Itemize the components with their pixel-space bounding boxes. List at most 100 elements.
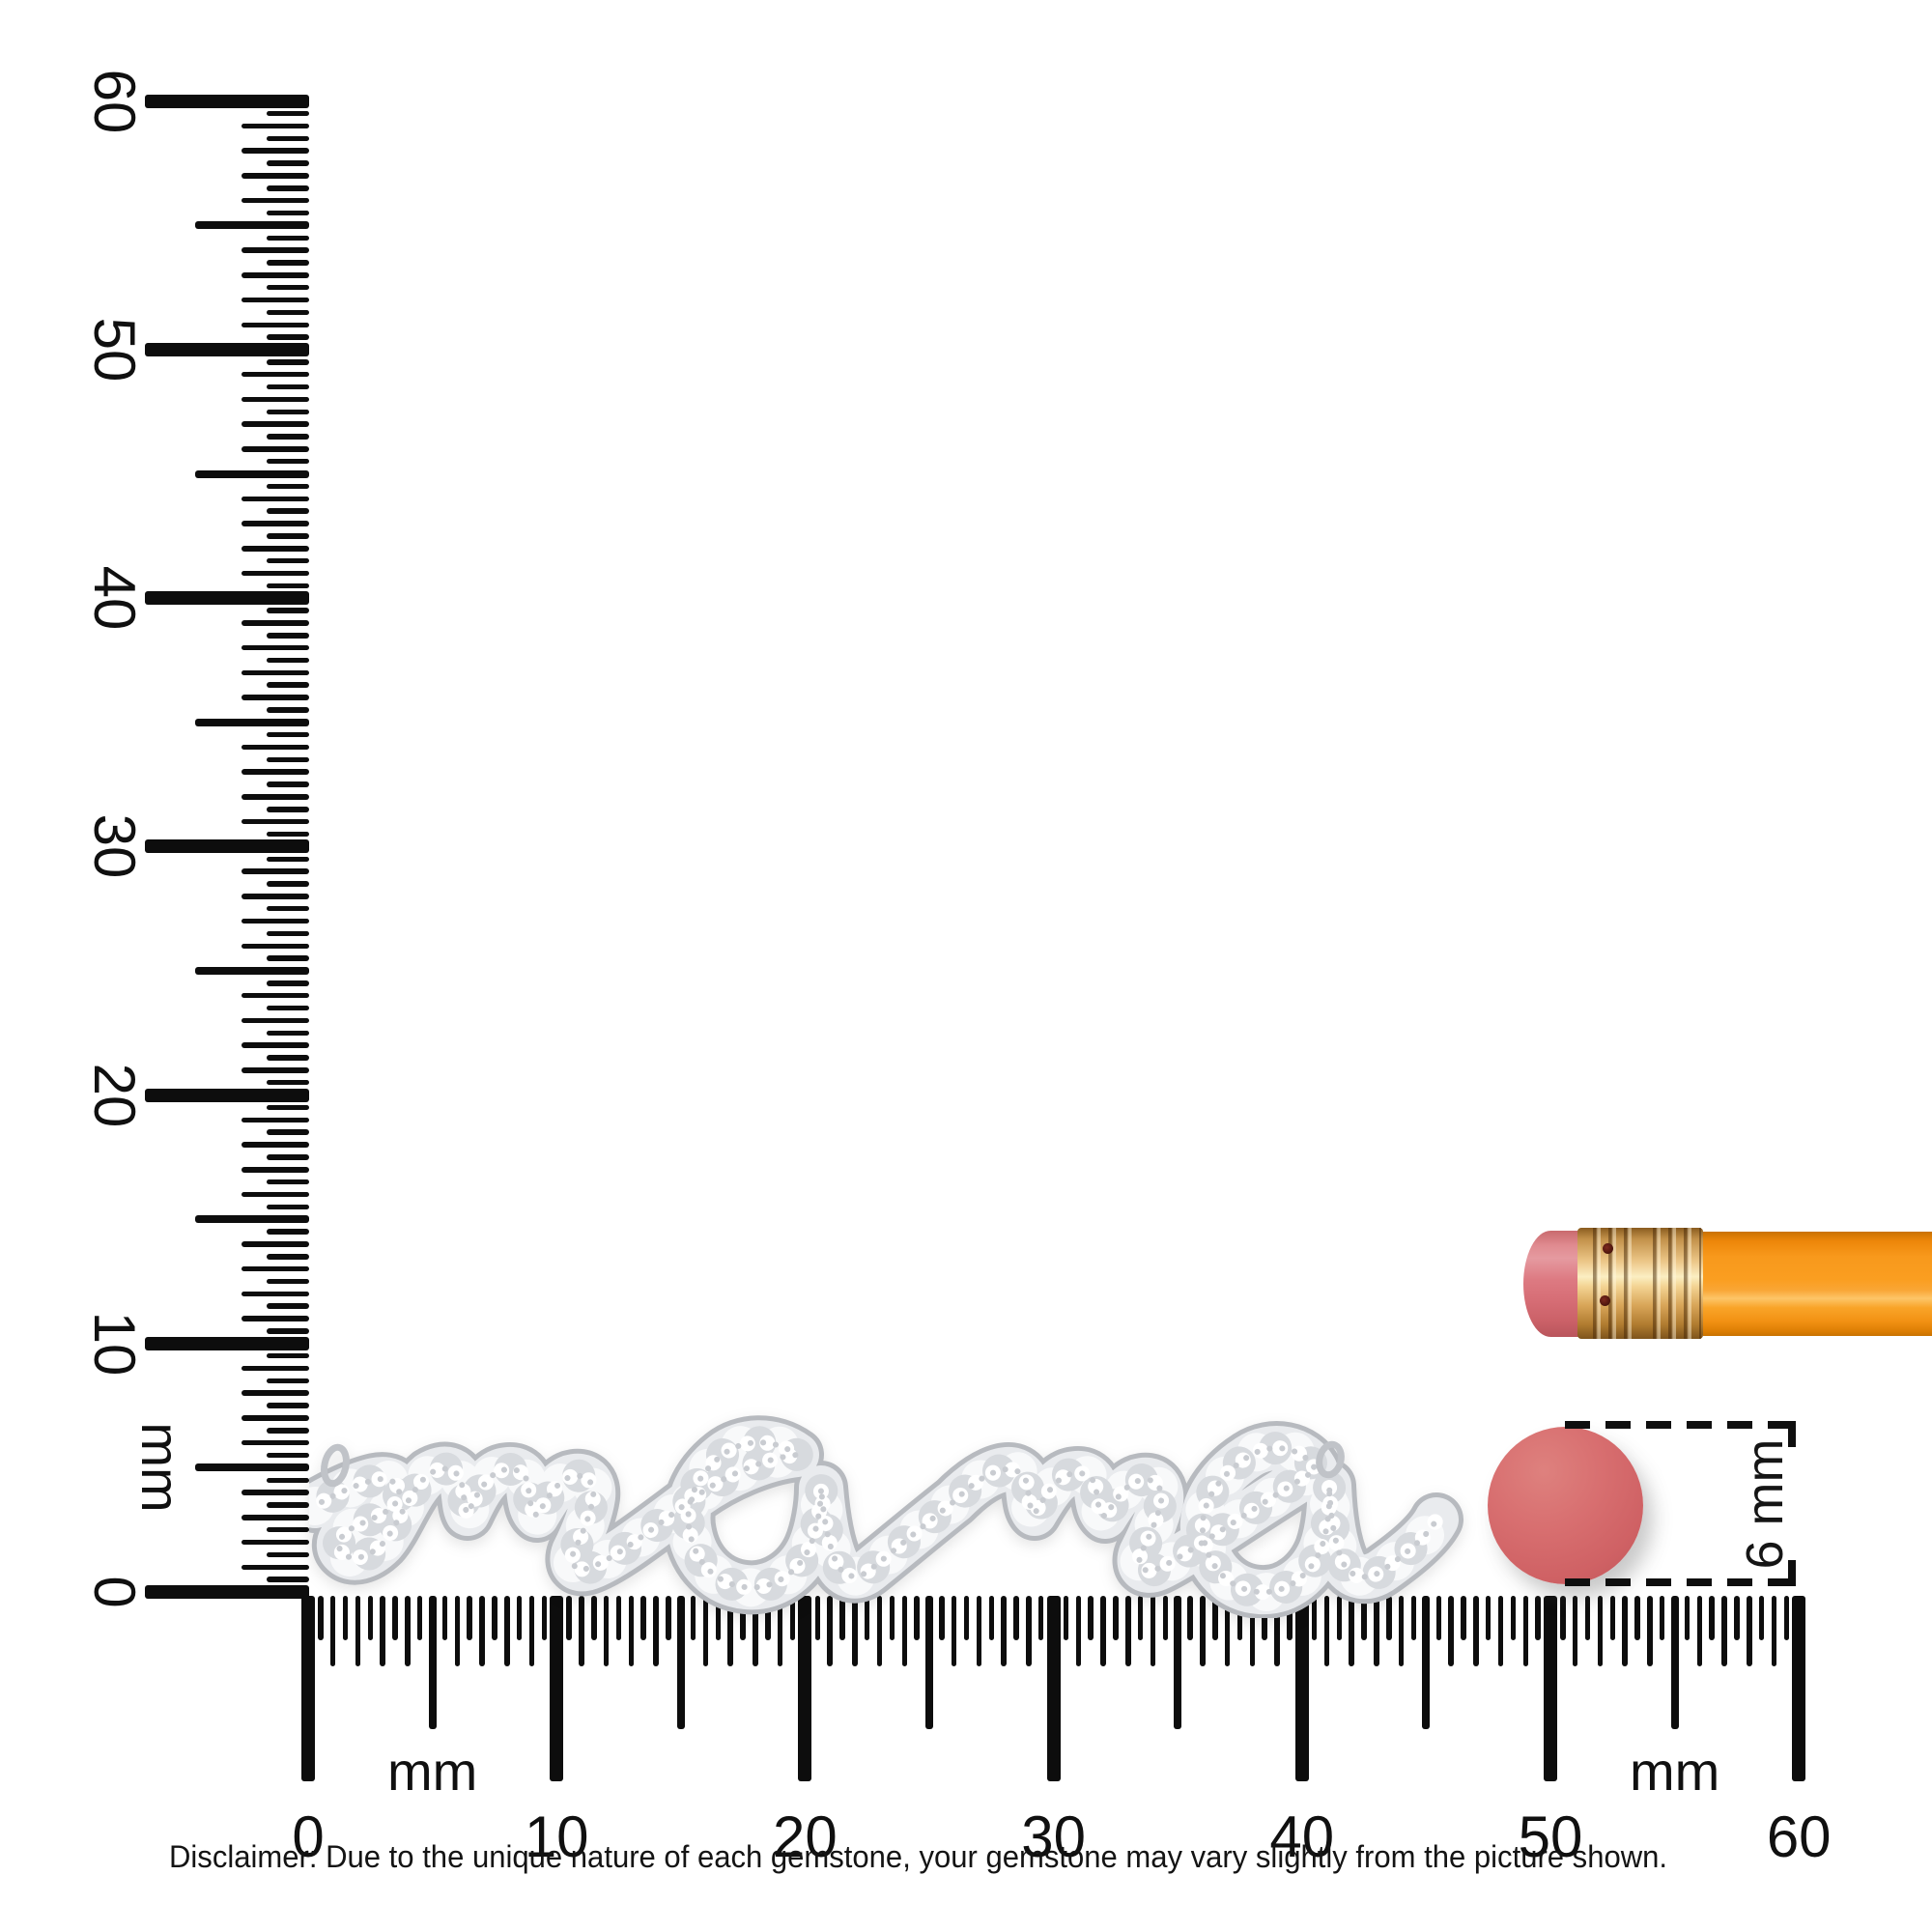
ruler-tick — [591, 1596, 597, 1640]
ruler-tick — [242, 894, 309, 899]
ruler-tick — [579, 1596, 584, 1666]
ruler-tick — [1212, 1596, 1218, 1640]
dimension-line-top — [1565, 1421, 1797, 1429]
ruler-number: 30 — [82, 814, 147, 879]
ruler-tick — [1075, 1596, 1082, 1666]
ruler-tick — [242, 1142, 309, 1148]
ruler-tick — [242, 322, 309, 328]
ruler-tick — [615, 1596, 622, 1640]
ruler-tick — [267, 1526, 309, 1533]
ruler-tick — [329, 1596, 336, 1666]
ruler-tick — [267, 557, 309, 564]
ruler-tick — [367, 1596, 374, 1640]
ruler-tick — [516, 1596, 523, 1640]
ruler-tick — [1670, 1596, 1679, 1729]
ruler-tick — [1287, 1596, 1293, 1640]
ruler-number: 40 — [82, 565, 147, 631]
ruler-tick — [676, 1596, 685, 1729]
ruler-tick — [864, 1596, 870, 1640]
ruler-tick — [318, 1596, 324, 1640]
ruler-tick — [242, 1291, 309, 1297]
ruler-tick — [267, 682, 309, 688]
ruler-tick — [267, 1005, 309, 1011]
ruler-tick — [1647, 1596, 1653, 1666]
ruler-tick — [1485, 1596, 1492, 1640]
ruler-tick — [628, 1596, 635, 1666]
ruler-tick — [1037, 1596, 1044, 1640]
ruler-tick — [267, 1229, 309, 1235]
ruler-number: 50 — [82, 317, 147, 383]
ruler-tick — [267, 980, 309, 986]
ruler-tick — [267, 807, 309, 812]
ferrule-dimple — [1603, 1243, 1613, 1254]
ruler-tick — [267, 657, 309, 664]
ruler-tick — [267, 1030, 309, 1037]
ruler-tick — [1046, 1596, 1061, 1781]
ruler-tick — [1386, 1596, 1392, 1640]
ruler-tick — [242, 620, 309, 626]
ruler-tick — [242, 1042, 309, 1048]
ruler-tick — [145, 591, 309, 606]
ruler-tick — [267, 409, 309, 415]
disclaimer-text: Disclaimer: Due to the unique nature of … — [169, 1839, 1668, 1874]
ruler-tick — [1100, 1596, 1106, 1666]
ruler-tick — [798, 1596, 812, 1781]
ruler-tick — [1001, 1596, 1007, 1666]
ruler-tick — [876, 1596, 883, 1666]
ferrule-dimple — [1600, 1295, 1610, 1306]
ruler-tick — [1150, 1596, 1156, 1666]
ruler-tick — [267, 1328, 309, 1334]
ruler-tick — [242, 644, 309, 651]
ruler-tick — [727, 1596, 733, 1666]
ruler-tick — [267, 1477, 309, 1483]
ruler-tick — [267, 160, 309, 166]
ruler-tick — [1294, 1596, 1309, 1781]
ruler-tick — [1634, 1596, 1640, 1640]
ruler-tick — [267, 185, 309, 191]
ruler-tick — [242, 1167, 309, 1173]
ruler-tick — [963, 1596, 970, 1640]
ruler-tick — [242, 570, 309, 577]
ruler-tick — [789, 1596, 796, 1640]
ruler-tick — [1461, 1596, 1466, 1640]
ruler-tick — [145, 1585, 309, 1599]
bail-ring-right-icon — [1316, 1440, 1345, 1479]
ruler-tick — [355, 1596, 361, 1666]
ruler-tick — [1224, 1596, 1231, 1666]
ruler-tick — [267, 235, 309, 241]
pencil-ferrule — [1577, 1228, 1703, 1339]
ruler-tick — [839, 1596, 845, 1640]
ruler-tick — [242, 943, 309, 950]
ruler-tick — [852, 1596, 858, 1666]
ruler-tick — [1361, 1596, 1367, 1640]
ruler-tick — [195, 1215, 309, 1224]
ruler-tick — [267, 881, 309, 887]
ruler-tick — [195, 221, 309, 230]
ruler-tick — [1323, 1596, 1330, 1666]
ruler-tick — [715, 1596, 722, 1640]
ruler-tick — [889, 1596, 895, 1640]
ruler-tick — [242, 371, 309, 378]
ruler-tick — [242, 669, 309, 676]
ruler-number: 20 — [773, 1804, 838, 1869]
ruler-tick — [1274, 1596, 1280, 1666]
ruler-tick — [242, 546, 309, 552]
ruler-tick — [267, 483, 309, 490]
mama-pendant — [309, 1410, 1468, 1618]
pencil-eraser — [1523, 1231, 1579, 1337]
ruler-tick — [195, 718, 309, 726]
ruler-tick — [1162, 1596, 1169, 1640]
ruler-tick — [267, 731, 309, 738]
ruler-tick — [267, 1551, 309, 1558]
ruler-tick — [653, 1596, 659, 1666]
ruler-tick — [267, 1502, 309, 1508]
ruler-tick — [267, 110, 309, 117]
ruler-number: 50 — [1518, 1804, 1583, 1869]
ruler-tick — [1125, 1596, 1131, 1666]
ruler-tick — [267, 1129, 309, 1135]
ruler-tick — [267, 582, 309, 589]
ruler-tick — [541, 1596, 548, 1640]
ruler-tick — [267, 508, 309, 514]
vertical-ruler-unit-label: mm — [130, 1422, 191, 1513]
